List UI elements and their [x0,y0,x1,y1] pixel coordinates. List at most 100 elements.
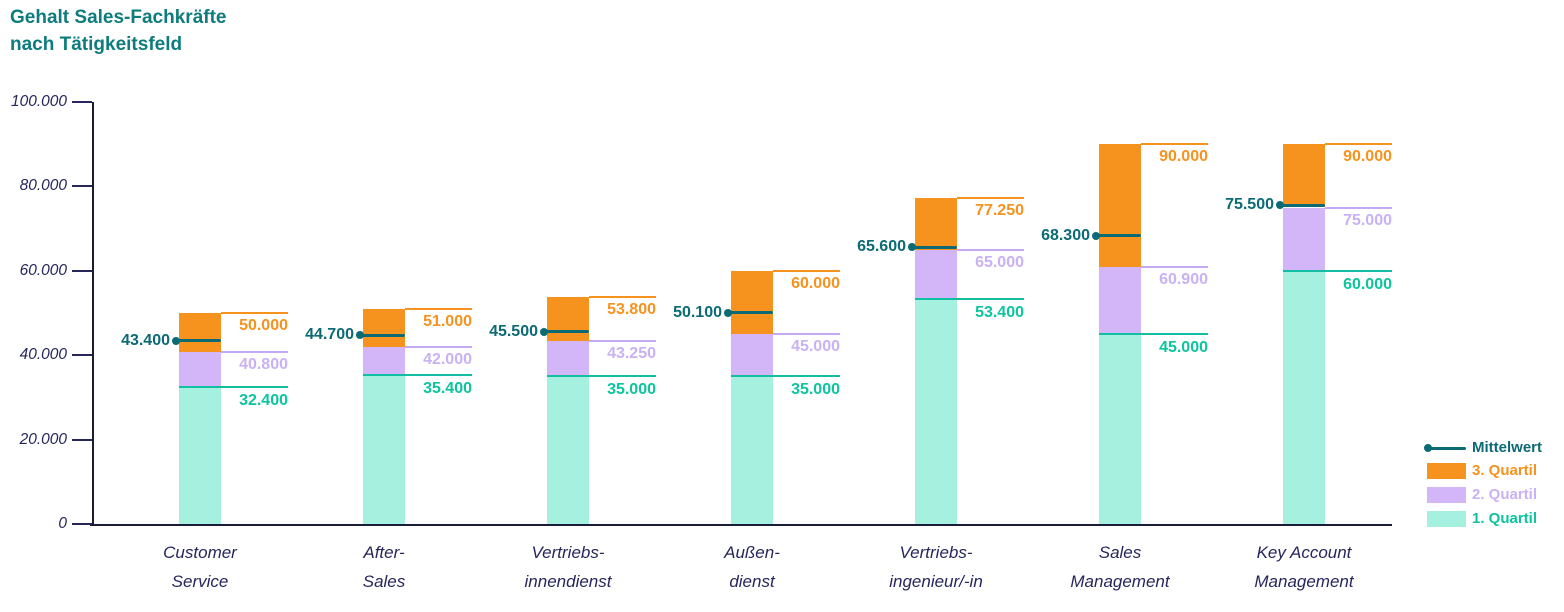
q1-segment [547,376,589,524]
median-ref-line [773,333,840,336]
q3-ref-line [957,197,1024,199]
y-tick-label: 0 [58,515,67,532]
q3-segment [1283,144,1325,208]
q3-value-label: 90.000 [1159,148,1208,166]
mean-dot-icon [1424,444,1432,452]
q3-value-label: 51.000 [423,312,472,330]
y-tick-mark [72,523,92,525]
q3-ref-line [1141,143,1208,146]
q3-ref-line [589,295,656,298]
q3-segment [731,270,773,335]
y-tick-mark [72,185,92,188]
mean-dot-icon [172,336,180,345]
q3-value-label: 53.800 [607,300,656,318]
q1-segment [363,374,405,524]
q1-ref-line [731,375,840,378]
x-axis-line [90,524,1392,526]
x-axis-label: Customer Service [108,538,292,596]
x-axis-label-line2: Sales [362,572,406,591]
q1-value-label: 60.000 [1343,275,1392,293]
x-axis-label: Vertriebs-ingenieur/-in [844,538,1028,596]
mint-swatch-icon [1427,511,1466,527]
y-tick-label: 40.000 [19,346,67,364]
legend-label: 3. Quartil [1472,462,1538,479]
q1-ref-line [179,386,288,389]
mean-line [176,339,221,343]
median-value-label: 65.000 [975,253,1024,271]
mean-dot-icon [1092,231,1100,240]
q2-segment [1283,207,1325,271]
q3-segment [547,296,589,342]
lavender-swatch-icon [1427,487,1466,503]
y-tick-mark [72,354,92,357]
q3-ref-line [773,269,840,272]
q1-ref-line [1099,333,1208,336]
q3-segment [179,313,221,352]
median-ref-line [957,248,1024,251]
x-axis-label: Sales Management [1028,538,1212,596]
q1-ref-line [915,297,1024,300]
orange-swatch-icon [1427,463,1466,479]
q3-segment [363,308,405,347]
mean-value-label: 68.300 [1041,226,1090,244]
median-value-label: 60.900 [1159,271,1208,288]
y-tick-mark [72,101,92,103]
q2-segment [363,346,405,375]
q3-ref-line [405,307,472,310]
y-tick-mark [72,269,92,272]
median-value-label: 42.000 [423,350,472,368]
q1-value-label: 32.400 [239,392,288,410]
q3-value-label: 77.250 [975,202,1024,219]
q1-ref-line [547,375,656,378]
median-ref-line [1141,266,1208,268]
legend-label: 1. Quartil [1472,510,1538,527]
median-value-label: 43.250 [607,345,656,363]
q3-ref-line [1325,143,1392,146]
q1-value-label: 45.000 [1159,339,1208,357]
q1-ref-line [363,373,472,376]
legend-label: Mittelwert [1472,439,1543,456]
q1-value-label: 53.400 [975,303,1024,321]
x-axis-label-line2: Service [171,572,229,591]
mean-dot-icon [724,308,732,317]
mean-value-label: 65.600 [857,238,906,256]
y-axis-line [92,102,94,524]
y-tick-mark [72,438,92,441]
median-value-label: 75.000 [1343,211,1392,229]
mean-line [544,330,589,334]
mean-value-label: 44.700 [305,326,354,344]
x-axis-label: Vertriebs-innendienst [476,538,660,596]
mean-line [1280,203,1325,207]
x-axis-label: Außen-dienst [660,538,844,596]
mean-line [360,333,405,337]
mean-line [1096,234,1141,238]
x-axis-label-line1: Vertriebs- [531,543,605,562]
chart-title-line1: Gehalt Sales-Fachkräfte [10,7,227,28]
q3-value-label: 50.000 [239,317,288,334]
chart-title: Gehalt Sales-Fachkräfte nach Tätigkeitsf… [10,4,226,58]
mean-value-label: 43.400 [121,331,170,349]
x-axis-label-line1: Vertriebs- [899,543,973,562]
x-axis-label-line1: After- [363,543,405,562]
x-axis-label-line1: Customer [163,543,237,562]
mean-line [728,311,773,315]
q2-segment [731,334,773,377]
median-ref-line [1325,206,1392,209]
q1-segment [731,376,773,524]
q3-ref-line [221,312,288,314]
median-value-label: 45.000 [791,338,840,356]
median-ref-line [405,345,472,348]
legend-label: 2. Quartil [1472,486,1538,503]
q3-value-label: 60.000 [791,274,840,292]
q2-segment [179,351,221,388]
mean-dot-icon [540,327,548,336]
mean-value-label: 75.500 [1225,196,1274,214]
y-tick-label: 100.000 [10,93,67,110]
mean-value-label: 50.100 [673,303,722,321]
chart-title-line2: nach Tätigkeitsfeld [10,34,183,55]
mean-dot-icon [1276,201,1284,210]
mean-dot-icon [356,331,364,340]
median-value-label: 40.800 [239,355,288,373]
q3-value-label: 90.000 [1343,148,1392,166]
